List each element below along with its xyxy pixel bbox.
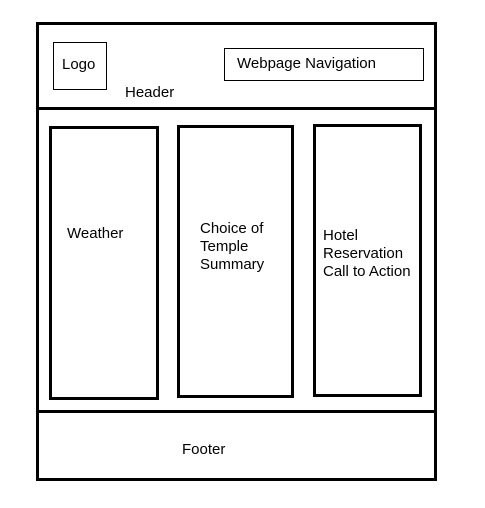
wireframe-page-frame	[36, 22, 437, 481]
footer-divider	[36, 410, 437, 413]
temple-summary-column	[177, 125, 294, 398]
weather-label: Weather	[67, 225, 124, 242]
footer-label: Footer	[182, 441, 226, 458]
navigation-label: Webpage Navigation	[237, 55, 376, 72]
logo-label: Logo	[62, 56, 96, 73]
temple-summary-label: Choice of Temple Summary	[200, 220, 265, 273]
logo-box	[53, 42, 107, 90]
header-divider	[36, 107, 437, 110]
hotel-reservation-column	[313, 124, 422, 397]
hotel-reservation-label: Hotel Reservation Call to Action	[323, 227, 411, 280]
navigation-box	[224, 48, 424, 81]
weather-column	[49, 126, 159, 400]
header-label: Header	[125, 84, 175, 101]
